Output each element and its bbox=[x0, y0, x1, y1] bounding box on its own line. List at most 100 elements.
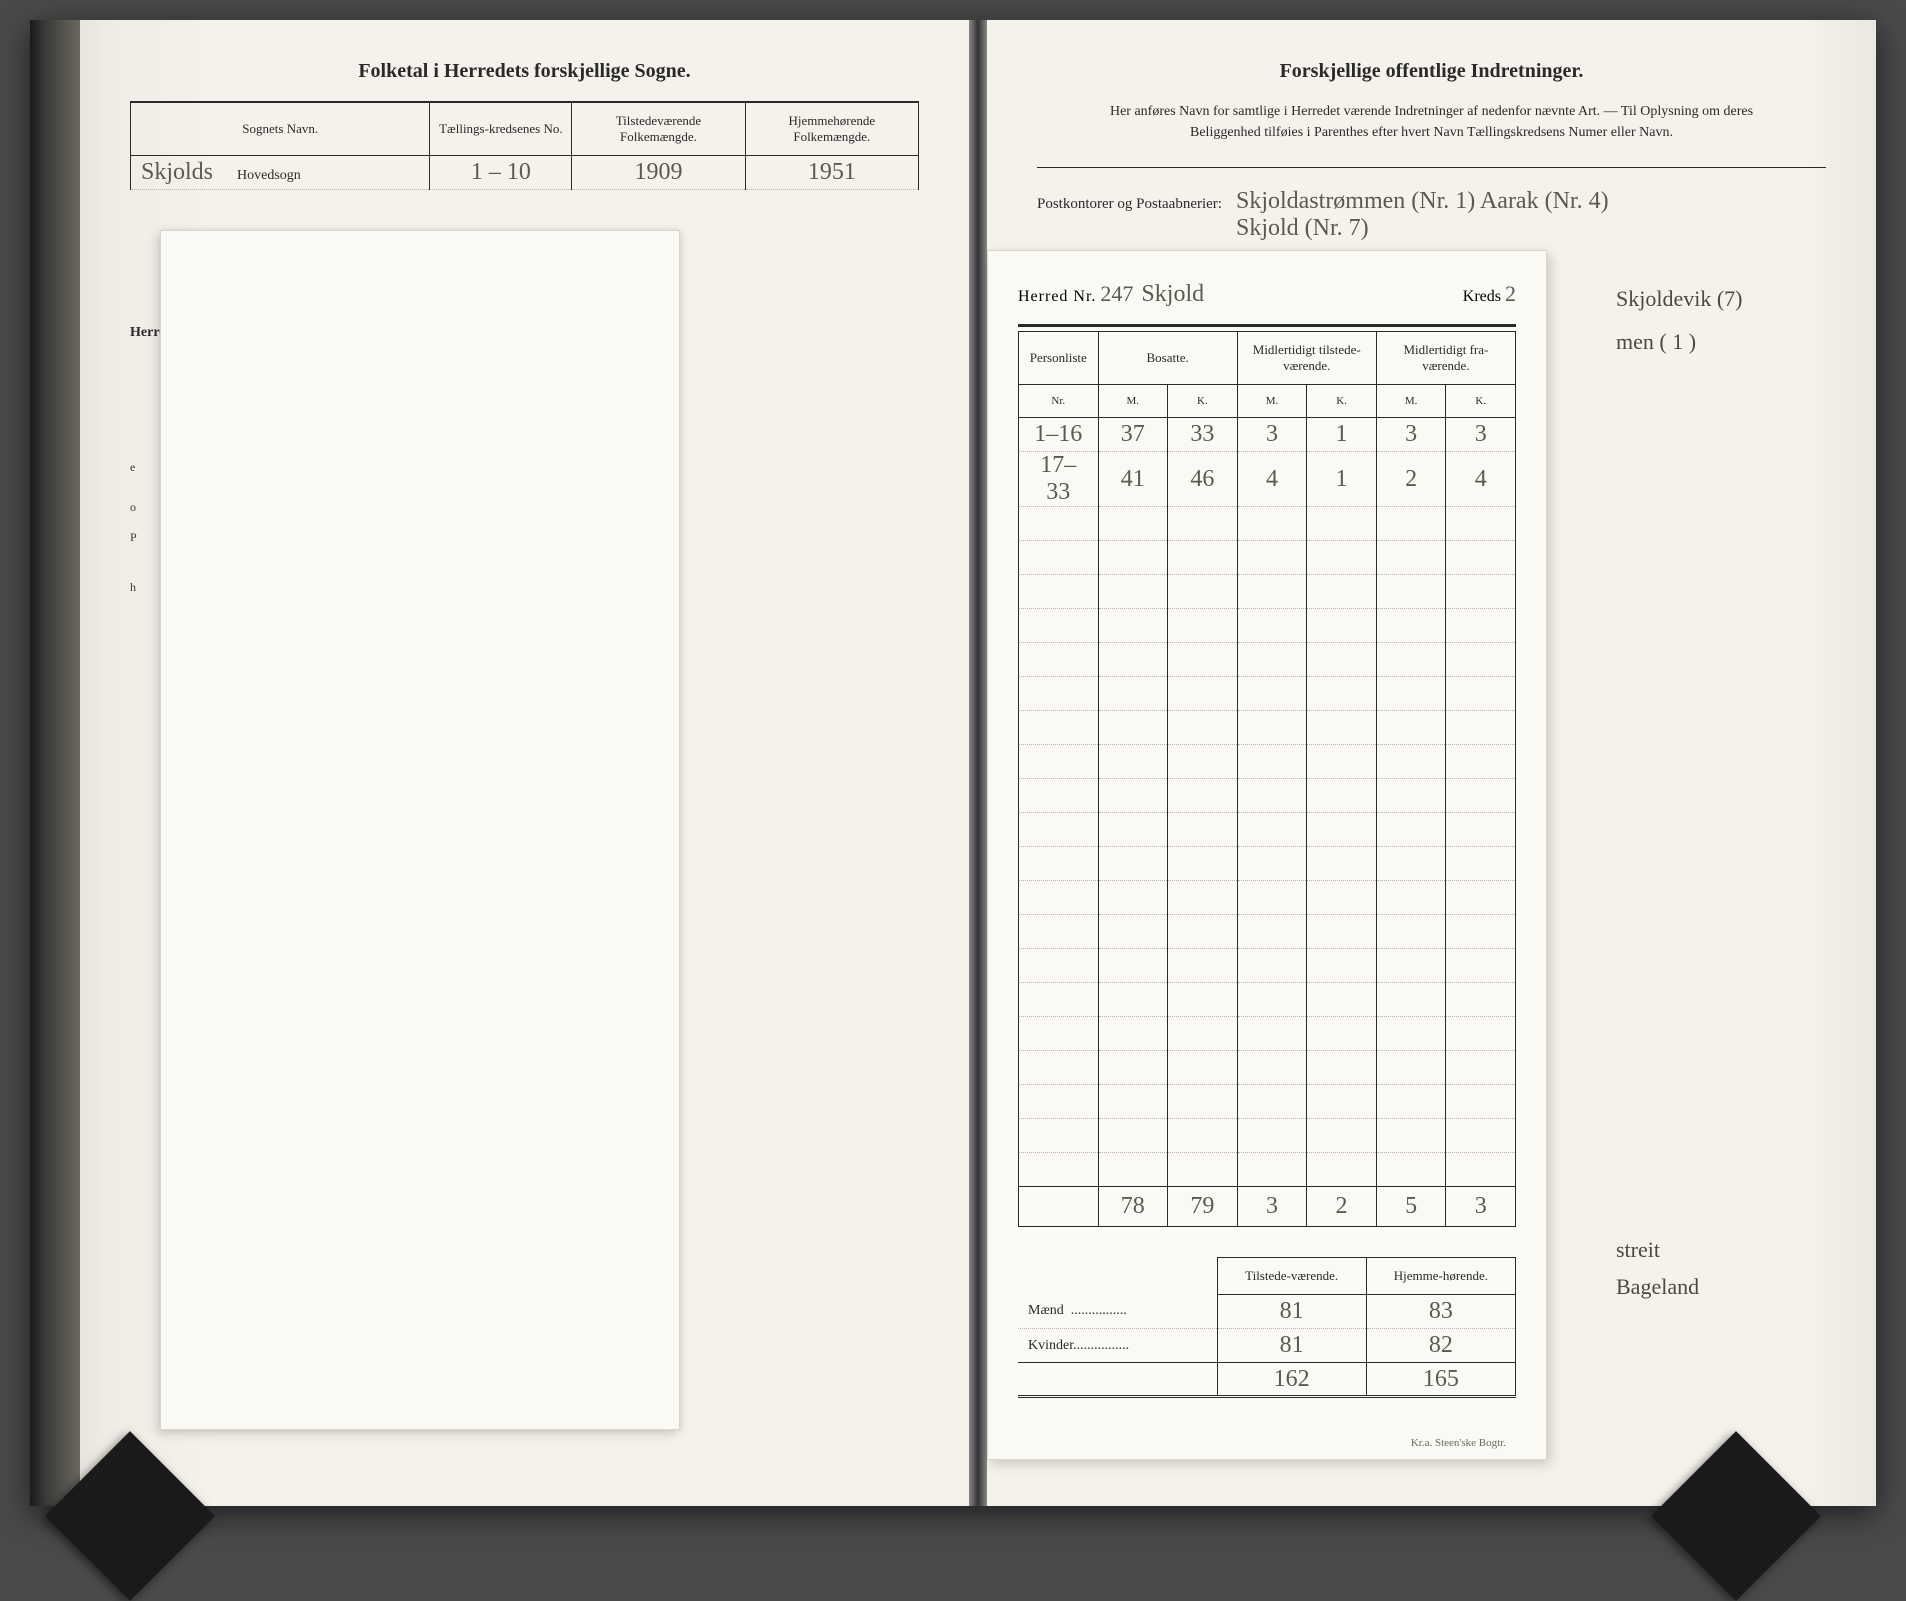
cell bbox=[1376, 677, 1446, 711]
col-m: M. bbox=[1237, 385, 1307, 418]
cell bbox=[1307, 813, 1377, 847]
col-k: K. bbox=[1168, 385, 1238, 418]
cell bbox=[1307, 745, 1377, 779]
cell: 5 bbox=[1376, 1187, 1446, 1227]
cell bbox=[1019, 1187, 1099, 1227]
table-row bbox=[1019, 881, 1516, 915]
cell bbox=[1168, 1153, 1238, 1187]
table-row bbox=[1019, 643, 1516, 677]
cell bbox=[1376, 745, 1446, 779]
cell bbox=[1446, 949, 1516, 983]
cell bbox=[1376, 1085, 1446, 1119]
cell bbox=[1237, 1153, 1307, 1187]
sogne-table: Sognets Navn. Tællings-kredsenes No. Til… bbox=[130, 102, 919, 190]
table-row: 1–1637333133 bbox=[1019, 418, 1516, 452]
post-value: Skjold (Nr. 7) bbox=[1236, 215, 1369, 241]
kreds-nr: 2 bbox=[1505, 281, 1516, 306]
table-row bbox=[1019, 1119, 1516, 1153]
cell bbox=[1376, 915, 1446, 949]
table-row bbox=[1019, 847, 1516, 881]
cell bbox=[1098, 677, 1168, 711]
table-row bbox=[1019, 915, 1516, 949]
cell bbox=[1237, 1051, 1307, 1085]
table-row: Mænd ................ 81 83 bbox=[1018, 1295, 1516, 1329]
col-nr: Nr. bbox=[1019, 385, 1099, 418]
cell bbox=[1237, 847, 1307, 881]
margin-notes: Skjoldevik (7) men ( 1 ) streit Bageland bbox=[1616, 200, 1846, 1306]
table-row: Skjolds Hovedsogn 1 – 10 1909 1951 bbox=[131, 156, 919, 190]
cell bbox=[1098, 507, 1168, 541]
right-page: Forskjellige offentlige Indretninger. He… bbox=[987, 20, 1876, 1506]
cell bbox=[1446, 541, 1516, 575]
cell: 78 bbox=[1098, 1187, 1168, 1227]
cell bbox=[1237, 609, 1307, 643]
table-row bbox=[1019, 983, 1516, 1017]
col-m: M. bbox=[1098, 385, 1168, 418]
printer-footer: Kr.a. Steen'ske Bogtr. bbox=[1411, 1437, 1506, 1449]
partial-text: P bbox=[130, 530, 137, 545]
cell bbox=[1098, 915, 1168, 949]
table-row: Kvinder................ 81 82 bbox=[1018, 1329, 1516, 1363]
cell bbox=[1168, 643, 1238, 677]
cell-total: 165 bbox=[1366, 1363, 1515, 1397]
cell bbox=[1237, 1119, 1307, 1153]
cell bbox=[1376, 711, 1446, 745]
cell bbox=[1019, 1017, 1099, 1051]
col-sogn: Sognets Navn. bbox=[131, 103, 430, 156]
cell bbox=[1237, 745, 1307, 779]
table-row bbox=[1019, 609, 1516, 643]
cell bbox=[1446, 745, 1516, 779]
herred-nr: 247 bbox=[1100, 281, 1133, 306]
cell bbox=[1446, 507, 1516, 541]
book-spine bbox=[30, 20, 80, 1506]
cell bbox=[1019, 983, 1099, 1017]
table-row bbox=[1019, 813, 1516, 847]
col-personliste: Personliste bbox=[1019, 332, 1099, 385]
cell bbox=[1376, 1153, 1446, 1187]
cell bbox=[1307, 575, 1377, 609]
cell: 37 bbox=[1098, 418, 1168, 452]
cell bbox=[1168, 813, 1238, 847]
cell bbox=[1168, 575, 1238, 609]
cell bbox=[1446, 1085, 1516, 1119]
open-ledger-book: Folketal i Herredets forskjellige Sogne.… bbox=[30, 20, 1876, 1506]
cell bbox=[1019, 1119, 1099, 1153]
cell bbox=[1446, 1017, 1516, 1051]
cell: 3 bbox=[1446, 418, 1516, 452]
cell bbox=[1019, 541, 1099, 575]
cell: 3 bbox=[1376, 418, 1446, 452]
cell bbox=[1098, 711, 1168, 745]
intro-text: Her anføres Navn for samtlige i Herredet… bbox=[1077, 101, 1786, 143]
kvinder-label: Kvinder................ bbox=[1018, 1329, 1217, 1363]
cell bbox=[1019, 949, 1099, 983]
cell bbox=[1376, 983, 1446, 1017]
cell bbox=[1237, 813, 1307, 847]
cell bbox=[1019, 1051, 1099, 1085]
cell bbox=[1098, 575, 1168, 609]
partial-text: h bbox=[130, 580, 136, 595]
cell: 79 bbox=[1168, 1187, 1238, 1227]
col-midfra: Midlertidigt fra-værende. bbox=[1376, 332, 1515, 385]
cell bbox=[1376, 609, 1446, 643]
cell bbox=[1376, 847, 1446, 881]
cell: 1–16 bbox=[1019, 418, 1099, 452]
margin-note: Bageland bbox=[1616, 1268, 1846, 1305]
cell bbox=[1168, 949, 1238, 983]
cell bbox=[1307, 1051, 1377, 1085]
cell bbox=[1376, 813, 1446, 847]
cell bbox=[1098, 983, 1168, 1017]
cell bbox=[1307, 677, 1377, 711]
cell bbox=[1446, 915, 1516, 949]
cell bbox=[1446, 983, 1516, 1017]
cell bbox=[1019, 677, 1099, 711]
cell: 3 bbox=[1446, 1187, 1516, 1227]
cell bbox=[1019, 507, 1099, 541]
cell bbox=[1098, 1153, 1168, 1187]
post-value: Skjoldastrømmen (Nr. 1) Aarak (Nr. 4) bbox=[1236, 188, 1609, 214]
table-row bbox=[1019, 541, 1516, 575]
summary-table: Tilstede-værende. Hjemme-hørende. Mænd .… bbox=[1018, 1257, 1516, 1398]
cell bbox=[1019, 609, 1099, 643]
col-tilstede: Tilstedeværende Folkemængde. bbox=[572, 103, 745, 156]
cell bbox=[1307, 1085, 1377, 1119]
partial-text: e bbox=[130, 460, 135, 475]
